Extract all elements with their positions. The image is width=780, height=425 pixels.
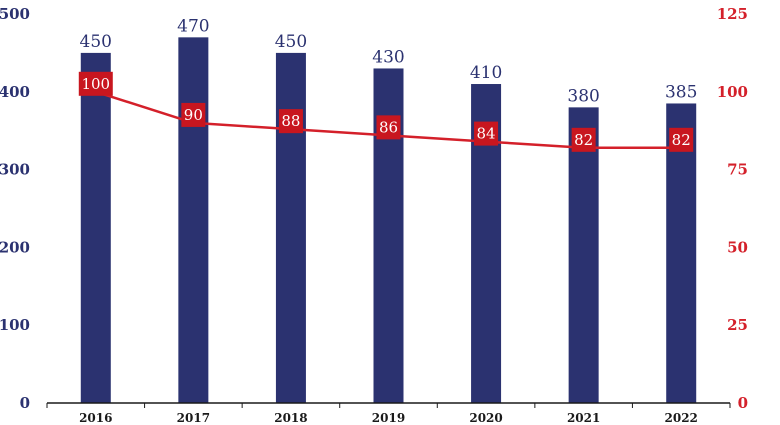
bar-series: 450 470 450 430 410 380 385 — [80, 16, 697, 404]
x-axis-tick-label: 2022 — [665, 411, 698, 425]
line-value-label-box — [474, 121, 499, 146]
bar-value-label: 410 — [470, 63, 502, 83]
line-value-label: 90 — [184, 106, 203, 124]
right-axis-tick-label: 75 — [727, 161, 748, 179]
bar — [568, 107, 599, 404]
right-axis: 0 25 50 75 100 125 — [717, 5, 748, 412]
left-axis-tick-label: 100 — [0, 316, 30, 334]
x-axis-tick-label: 2017 — [177, 411, 210, 425]
bar-value-label: 450 — [80, 32, 112, 52]
x-axis-tick-label: 2019 — [372, 411, 405, 425]
bar-value-label: 380 — [567, 86, 599, 106]
bar-value-label: 470 — [177, 16, 209, 36]
left-axis-tick-label: 500 — [0, 5, 30, 23]
left-axis-tick-label: 0 — [20, 394, 30, 412]
left-axis-tick-label: 400 — [0, 83, 30, 101]
line-value-label-box — [278, 109, 303, 134]
line-value-label: 88 — [281, 112, 300, 130]
right-axis-tick-label: 125 — [717, 5, 748, 23]
x-axis-tick-label: 2018 — [274, 411, 307, 425]
bar — [275, 52, 306, 404]
right-axis-tick-label: 100 — [717, 83, 748, 101]
line-series: 100 90 88 86 84 82 82 — [78, 71, 694, 152]
x-axis-tick-label: 2020 — [469, 411, 502, 425]
x-axis-tick-label: 2021 — [567, 411, 600, 425]
line-value-label-box — [376, 115, 401, 140]
bar — [80, 52, 111, 404]
line-value-label-box — [78, 71, 113, 96]
line-value-label: 82 — [672, 131, 691, 149]
left-axis-tick-label: 300 — [0, 161, 30, 179]
line-value-label-box — [181, 102, 206, 127]
bar — [666, 103, 697, 403]
line-value-label: 84 — [477, 125, 496, 143]
bar-value-label: 450 — [275, 32, 307, 52]
right-axis-tick-label: 50 — [727, 238, 748, 256]
line-value-label: 86 — [379, 118, 398, 136]
left-axis-tick-label: 200 — [0, 238, 30, 256]
left-axis: 0 100 200 300 400 500 — [0, 5, 30, 412]
bar-value-label: 385 — [665, 82, 697, 102]
right-axis-tick-label: 25 — [727, 316, 748, 334]
line-value-label: 100 — [81, 75, 110, 93]
right-axis-tick-label: 0 — [738, 394, 748, 412]
x-axis: 2016 2017 2018 2019 2020 2021 2022 — [46, 402, 731, 425]
bar — [178, 37, 209, 404]
line-value-label-box — [571, 127, 596, 152]
x-axis-tick-label: 2016 — [79, 411, 112, 425]
bar-value-label: 430 — [372, 47, 404, 67]
line-value-label: 82 — [574, 131, 593, 149]
line-value-label-box — [669, 127, 694, 152]
